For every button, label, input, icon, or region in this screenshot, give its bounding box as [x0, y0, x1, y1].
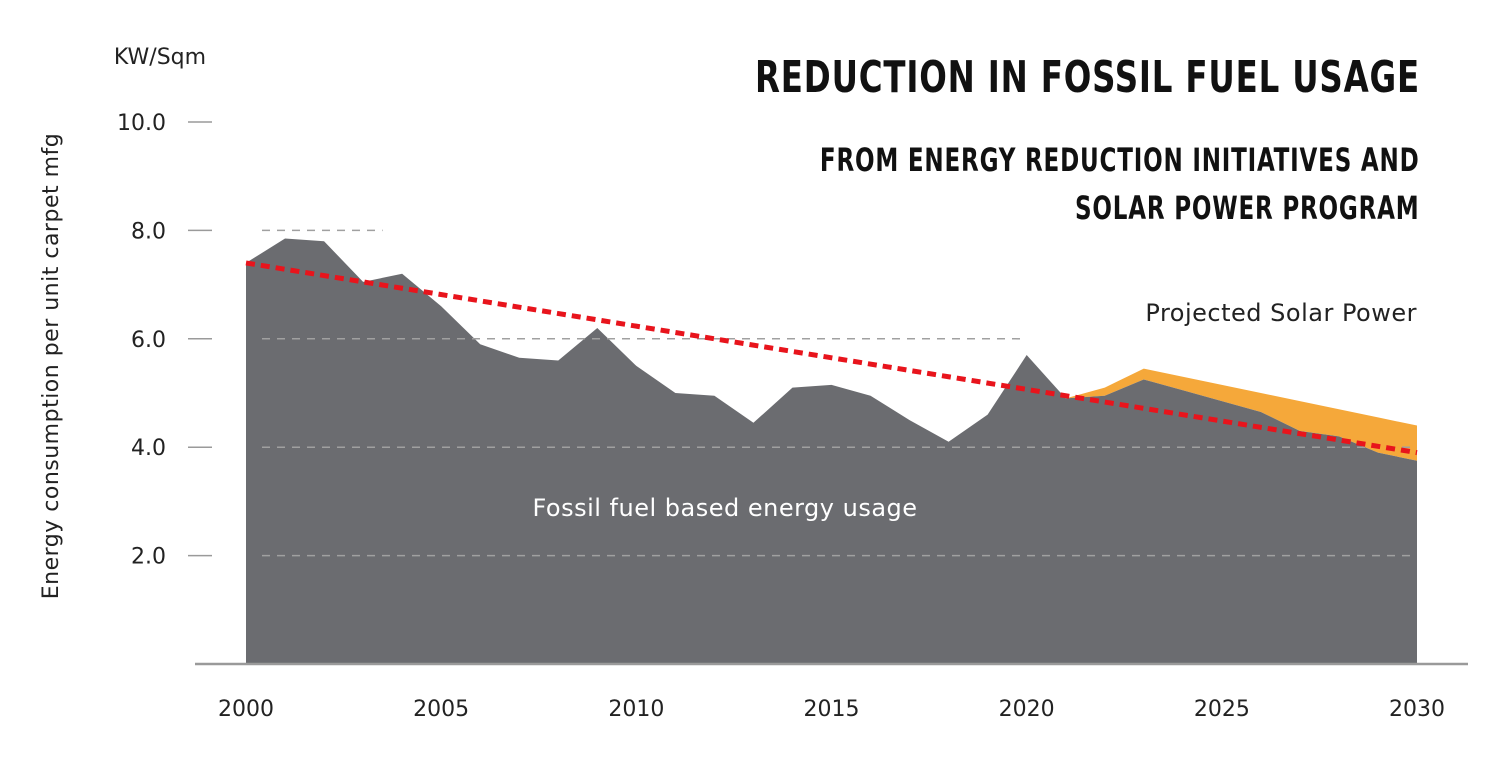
x-tick-label: 2010: [608, 697, 664, 722]
fossil-annotation: Fossil fuel based energy usage: [532, 494, 917, 522]
x-tick-label: 2015: [804, 697, 860, 722]
subtitle-line-2: SOLAR POWER PROGRAM: [1075, 189, 1420, 227]
x-tick-label: 2025: [1194, 697, 1250, 722]
solar-area: [1065, 368, 1417, 461]
y-tick-label: 2.0: [131, 545, 166, 570]
chart-title: REDUCTION IN FOSSIL FUEL USAGE: [754, 52, 1420, 103]
x-tick-label: 2000: [218, 697, 274, 722]
x-tick-label: 2005: [413, 697, 469, 722]
x-tick-label: 2020: [999, 697, 1055, 722]
y-tick-label: 4.0: [131, 436, 166, 461]
subtitle-line-1: FROM ENERGY REDUCTION INITIATIVES AND: [820, 141, 1420, 179]
y-tick-label: 10.0: [117, 111, 166, 136]
y-tick-label: 6.0: [131, 328, 166, 353]
chart-subtitle: FROM ENERGY REDUCTION INITIATIVES AND SO…: [820, 136, 1420, 232]
y-tick-label: 8.0: [131, 219, 166, 244]
solar-annotation: Projected Solar Power: [1145, 299, 1417, 327]
y-axis-label: Energy consumption per unit carpet mfg: [39, 133, 64, 600]
fossil-area: [246, 238, 1417, 664]
x-tick-label: 2030: [1389, 697, 1445, 722]
trend-line: [245, 260, 1418, 456]
unit-label: KW/Sqm: [114, 45, 206, 70]
